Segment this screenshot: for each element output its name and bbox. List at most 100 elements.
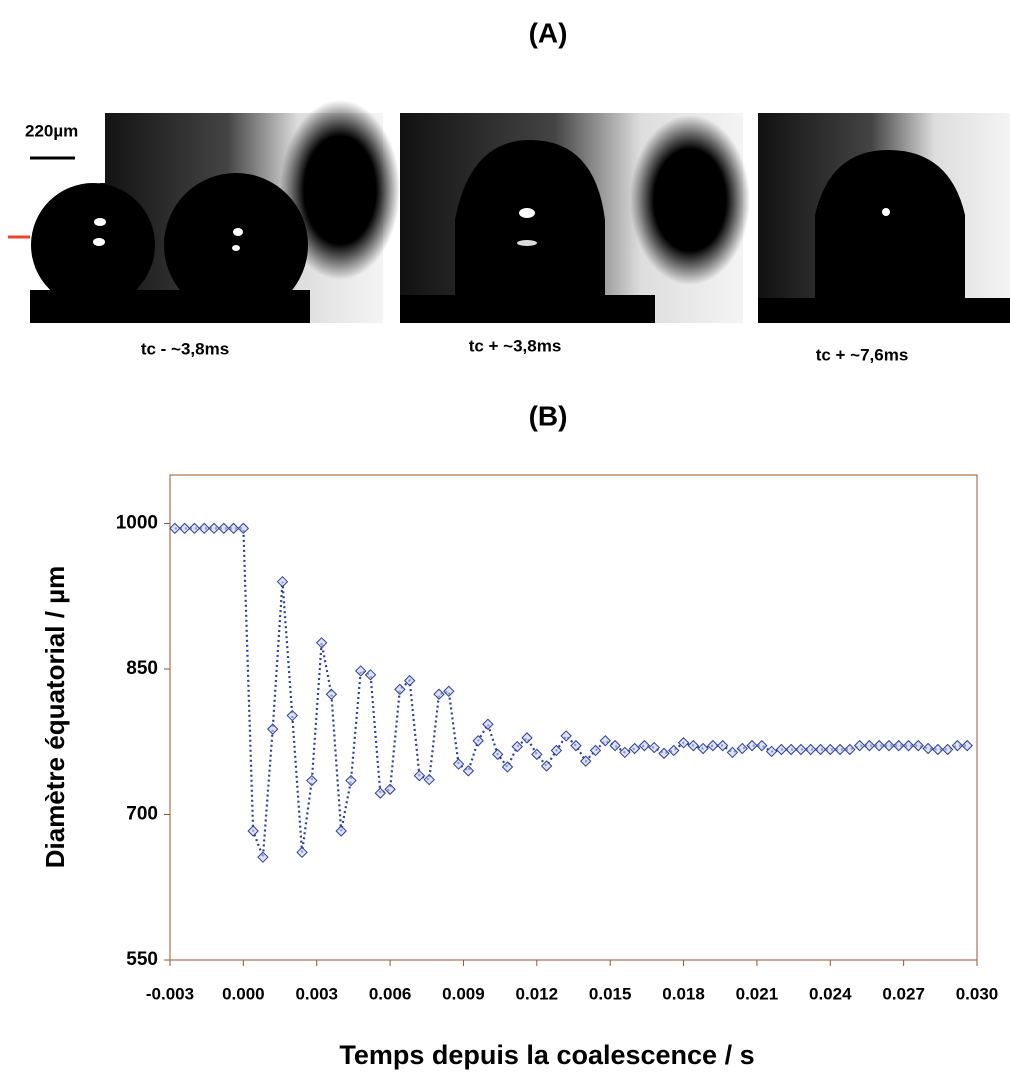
data-point xyxy=(374,787,387,799)
data-point xyxy=(364,669,377,681)
data-point xyxy=(599,735,611,747)
data-point xyxy=(169,522,181,535)
x-axis-label: Temps depuis la coalescence / s xyxy=(339,1040,754,1070)
data-point xyxy=(198,522,210,535)
data-point xyxy=(628,742,641,755)
data-point xyxy=(932,743,944,756)
panel-a-title: (A) xyxy=(529,17,568,48)
data-point xyxy=(619,746,631,759)
photo xyxy=(400,113,750,323)
data-point xyxy=(941,743,954,756)
x-tick-label: 0.024 xyxy=(809,984,852,1003)
data-point xyxy=(276,575,289,588)
data-point xyxy=(902,739,915,752)
x-tick-label: 0.003 xyxy=(295,984,338,1003)
data-point xyxy=(472,735,484,747)
data-point xyxy=(756,739,768,752)
data-point xyxy=(267,723,279,735)
x-tick-label: -0.003 xyxy=(146,984,194,1003)
data-point xyxy=(501,761,514,773)
x-tick-label: 0.006 xyxy=(369,984,412,1003)
data-point xyxy=(296,846,308,859)
data-point xyxy=(394,683,406,696)
x-tick-label: 0.027 xyxy=(882,984,925,1003)
data-point xyxy=(580,755,592,767)
y-axis-label: Diamètre équatorial / µm xyxy=(40,566,70,869)
data-point xyxy=(951,739,964,752)
data-point xyxy=(237,522,250,535)
data-point xyxy=(521,732,533,744)
data-point xyxy=(883,739,895,752)
chart-title: (B) xyxy=(529,400,568,431)
data-point xyxy=(912,739,925,752)
data-point xyxy=(540,760,553,772)
data-point xyxy=(247,825,259,837)
data-point xyxy=(873,739,885,752)
data-point xyxy=(795,743,807,756)
data-point xyxy=(814,743,827,756)
photo-caption: tc + ~3,8ms xyxy=(469,336,562,355)
x-tick-label: 0.009 xyxy=(442,984,485,1003)
data-point xyxy=(355,665,367,677)
data-point xyxy=(413,769,426,782)
data-point xyxy=(306,774,318,787)
data-point xyxy=(844,743,856,756)
x-tick-label: 0.030 xyxy=(956,984,999,1003)
photo xyxy=(8,100,400,323)
data-point xyxy=(257,851,269,863)
y-tick-label: 1000 xyxy=(116,513,158,534)
photo-caption: tc + ~7,6ms xyxy=(816,345,909,364)
data-point xyxy=(570,739,582,752)
data-point xyxy=(893,739,905,752)
data-point xyxy=(736,742,748,755)
data-point xyxy=(345,774,357,787)
data-point xyxy=(433,688,445,700)
data-point xyxy=(726,746,739,759)
data-point xyxy=(863,739,876,752)
data-point xyxy=(697,742,709,755)
y-tick-label: 550 xyxy=(126,949,158,970)
x-tick-label: 0.018 xyxy=(662,984,705,1003)
data-point xyxy=(403,674,416,687)
data-point xyxy=(638,739,651,752)
data-point xyxy=(384,783,396,795)
data-point xyxy=(491,748,504,761)
data-point xyxy=(423,773,435,786)
data-point xyxy=(218,522,230,535)
x-tick-label: 0.012 xyxy=(516,984,559,1003)
data-point xyxy=(208,522,220,535)
data-point xyxy=(746,739,758,752)
photo-caption: tc - ~3,8ms xyxy=(141,339,229,358)
data-point xyxy=(560,730,572,742)
data-point xyxy=(325,688,338,700)
data-point xyxy=(531,748,543,761)
data-point xyxy=(335,825,347,837)
data-point xyxy=(677,737,690,749)
data-point xyxy=(178,522,191,535)
x-tick-label: 0.000 xyxy=(222,984,265,1003)
data-point xyxy=(511,740,523,753)
data-point xyxy=(648,741,660,754)
data-point xyxy=(452,758,465,770)
data-point xyxy=(482,718,494,730)
data-point xyxy=(805,743,817,756)
data-point xyxy=(922,742,934,755)
data-point xyxy=(609,739,621,752)
data-point xyxy=(687,739,700,752)
data-point xyxy=(765,745,778,758)
data-point xyxy=(462,765,475,777)
data-line xyxy=(174,527,968,858)
data-point xyxy=(961,739,973,752)
y-tick-label: 700 xyxy=(126,804,158,825)
data-point xyxy=(589,744,602,757)
photo xyxy=(758,113,1010,323)
data-point xyxy=(668,744,680,757)
x-tick-label: 0.021 xyxy=(736,984,779,1003)
data-point xyxy=(716,739,729,752)
data-point xyxy=(443,685,455,698)
data-point xyxy=(550,744,563,757)
data-point xyxy=(227,522,240,535)
y-tick-label: 850 xyxy=(126,658,158,679)
data-point xyxy=(188,522,201,535)
